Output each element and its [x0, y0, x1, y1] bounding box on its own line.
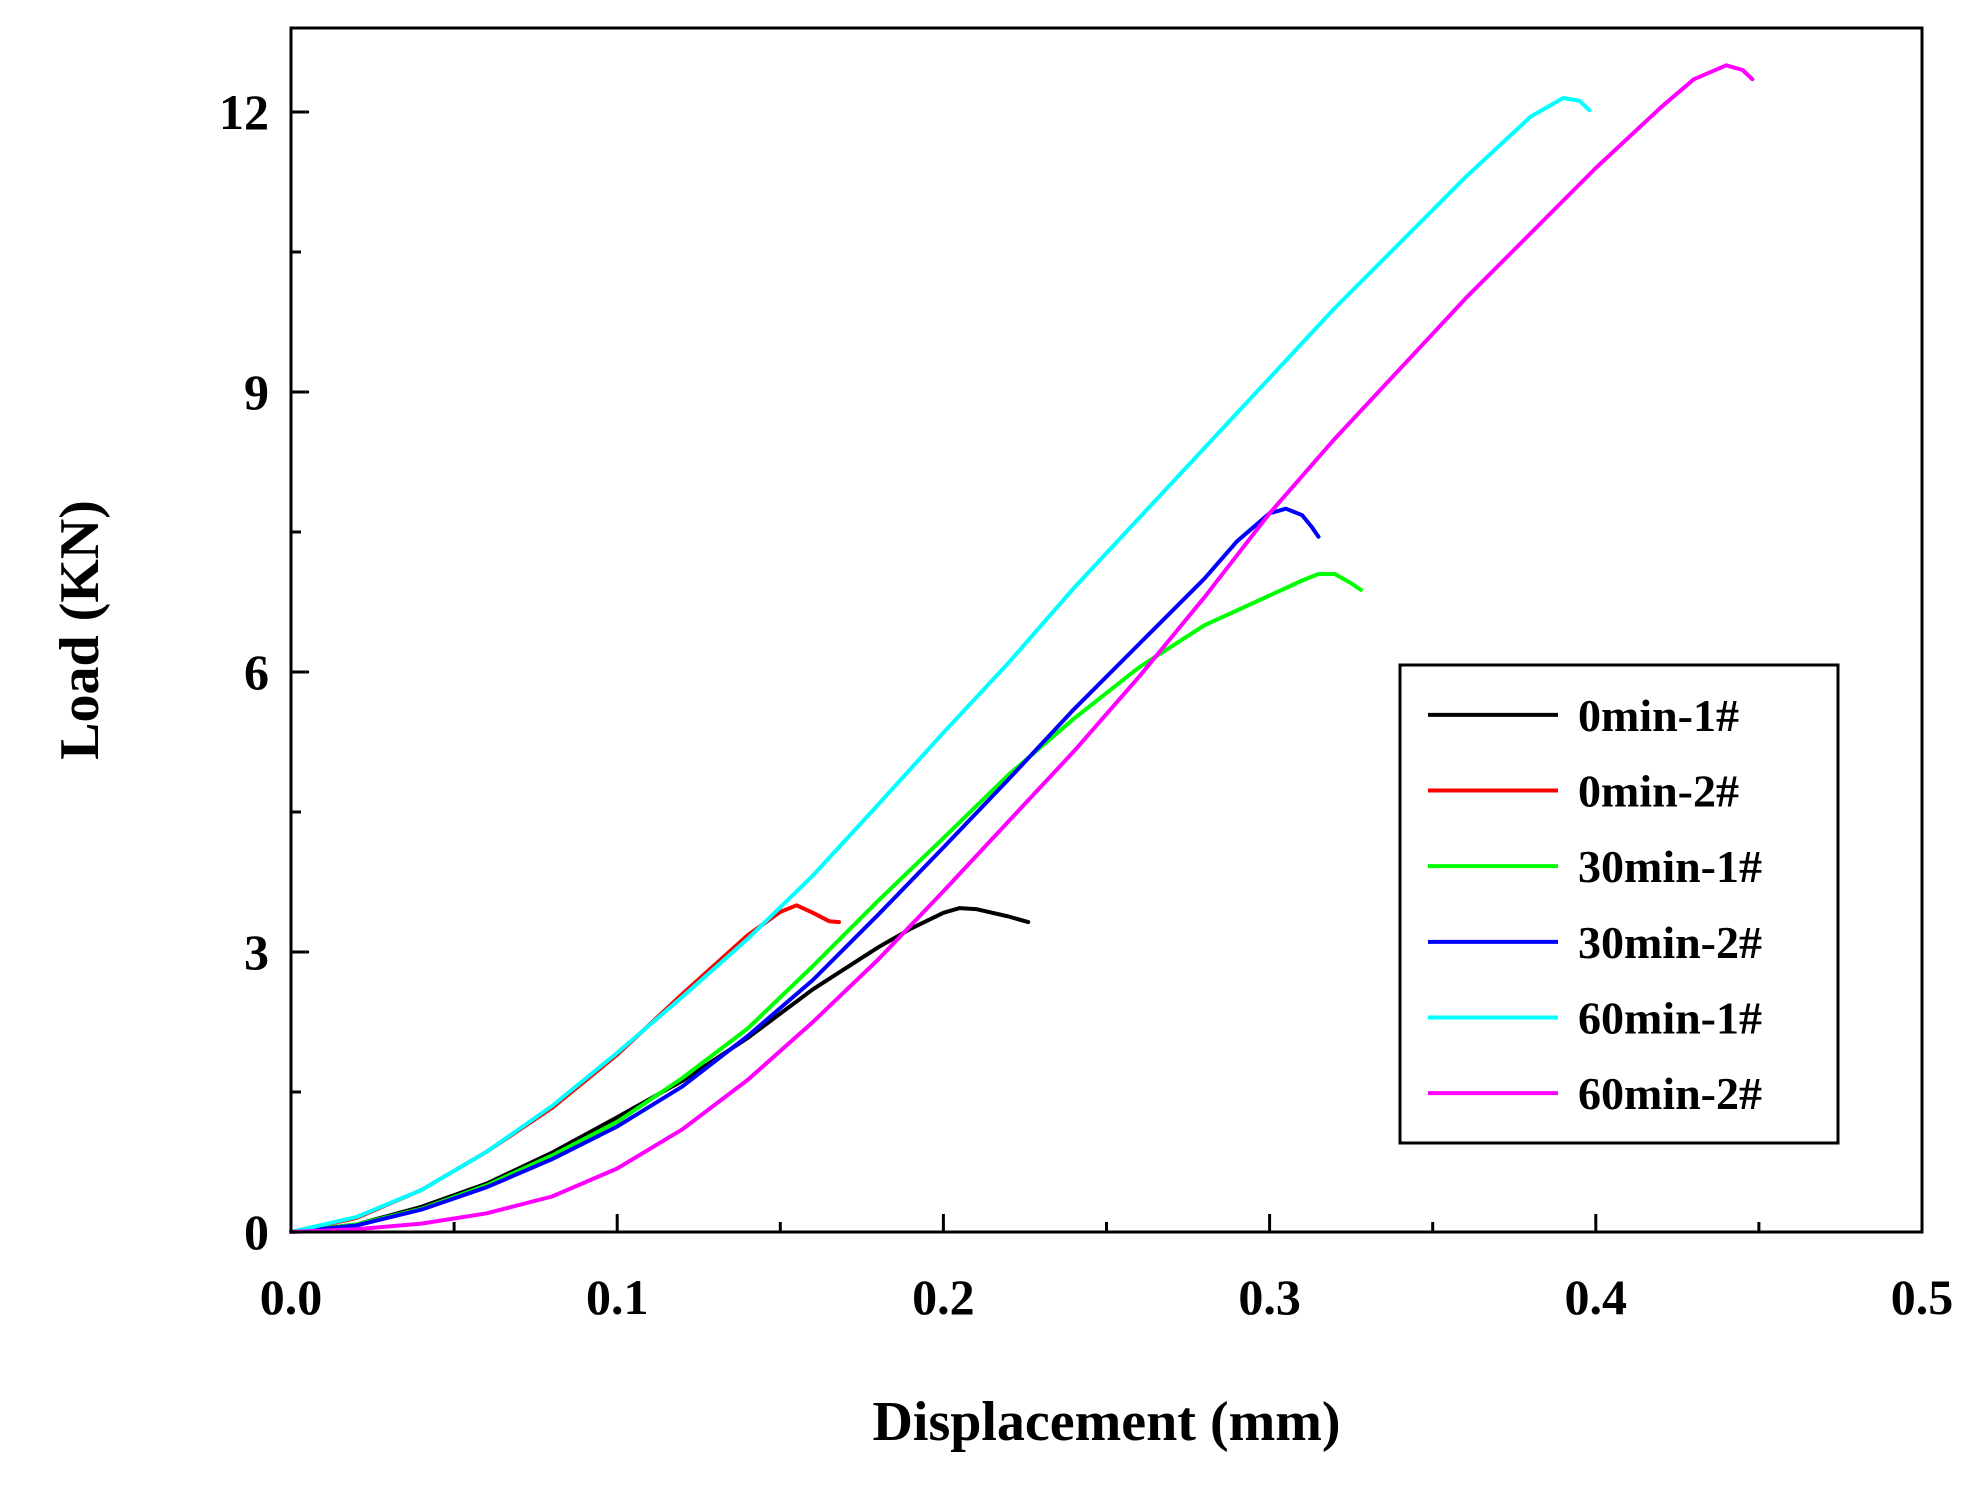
x-tick-label: 0.4	[1565, 1269, 1628, 1325]
legend-label-4: 60min-1#	[1578, 993, 1762, 1044]
series-layer	[289, 63, 1755, 1234]
legend-label-1: 0min-2#	[1578, 766, 1739, 817]
series-line-2	[289, 572, 1363, 1234]
legend-label-2: 30min-1#	[1578, 841, 1762, 892]
y-tick-label: 12	[219, 84, 269, 140]
x-tick-label: 0.3	[1238, 1269, 1301, 1325]
series-line-5	[289, 63, 1755, 1234]
axes-layer: 0.0 0.1 0.2 0.3 0.4 0.5 0 3 6 9 12	[219, 26, 1954, 1325]
x-tick-label: 0.0	[260, 1269, 323, 1325]
legend-label-0: 0min-1#	[1578, 690, 1739, 741]
x-axis-title: Displacement (mm)	[872, 1391, 1340, 1453]
legend-box	[1398, 663, 1840, 1145]
x-tick-label: 0.5	[1891, 1269, 1954, 1325]
series-line-3	[289, 506, 1321, 1234]
y-tick-label: 9	[244, 364, 269, 420]
series-line-4	[289, 96, 1592, 1234]
x-tick-label: 0.2	[912, 1269, 975, 1325]
y-tick-label: 0	[244, 1204, 269, 1260]
y-tick-label: 3	[244, 924, 269, 980]
x-tick-label: 0.1	[586, 1269, 649, 1325]
legend-label-5: 60min-2#	[1578, 1068, 1762, 1119]
legend-label-3: 30min-2#	[1578, 917, 1762, 968]
legend: 0min-1# 0min-2# 30min-1# 30min-2# 60min-1# 60…	[1398, 663, 1840, 1145]
y-axis-title: Load (KN)	[49, 500, 111, 760]
y-tick-label: 6	[244, 644, 269, 700]
